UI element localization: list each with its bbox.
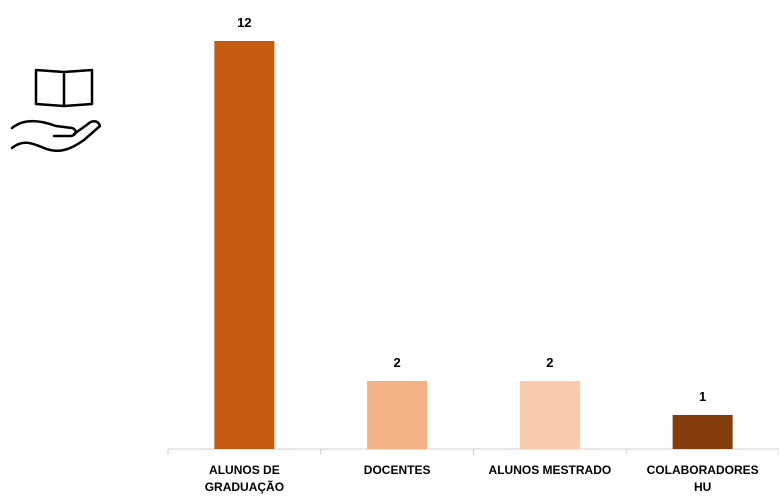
bar <box>214 41 275 449</box>
data-label: 12 <box>237 15 251 30</box>
book-hand-icon <box>10 68 102 152</box>
x-tick-label: ALUNOS DE GRADUAÇÃO <box>204 463 285 494</box>
data-label: 2 <box>546 355 553 370</box>
x-tick-label: DOCENTES <box>363 463 431 477</box>
bar <box>367 381 428 449</box>
bar <box>519 381 580 449</box>
bar <box>672 415 733 449</box>
x-tick-label: COLABORADORES HU <box>646 463 759 494</box>
data-label: 1 <box>699 389 706 404</box>
data-label: 2 <box>394 355 401 370</box>
x-tick-label: ALUNOS MESTRADO <box>488 463 612 477</box>
